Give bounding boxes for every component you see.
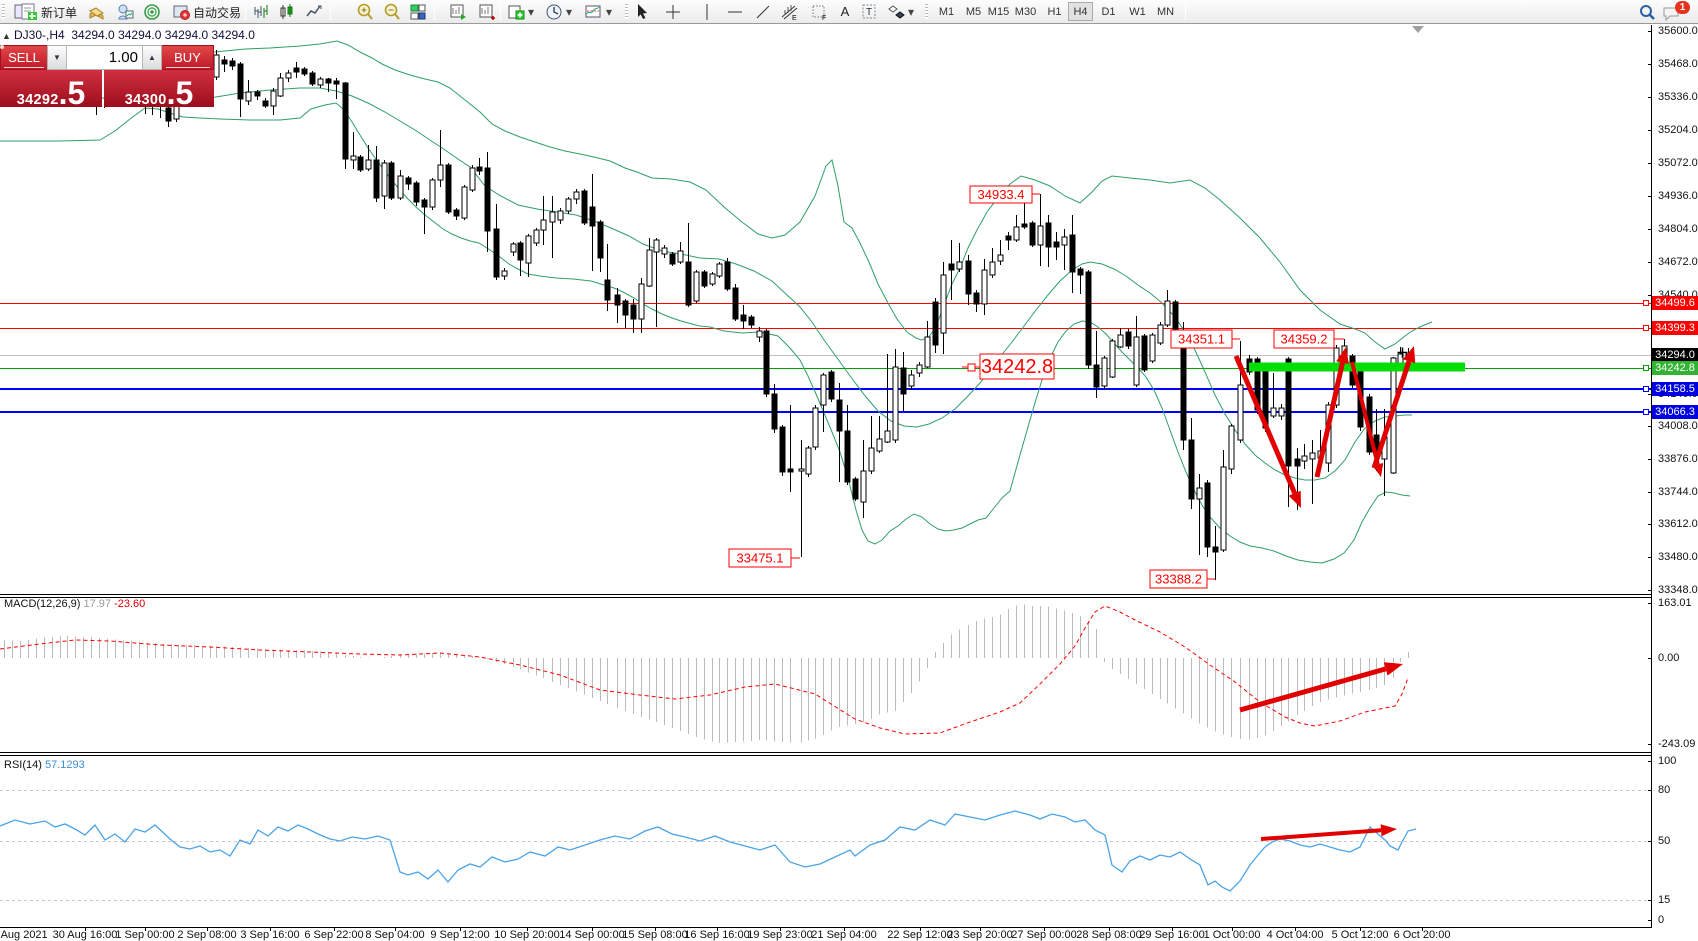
svg-text:E: E: [792, 15, 797, 22]
svg-text:34933.4: 34933.4: [978, 187, 1025, 202]
svg-text:34351.1: 34351.1: [1178, 332, 1225, 347]
svg-text:34359.2: 34359.2: [1281, 332, 1328, 347]
svg-text:T: T: [866, 7, 872, 18]
svg-text:33388.2: 33388.2: [1155, 572, 1202, 587]
svg-text:33475.1: 33475.1: [737, 551, 784, 566]
svg-text:34242.8: 34242.8: [981, 356, 1053, 378]
svg-text:F: F: [822, 15, 826, 22]
